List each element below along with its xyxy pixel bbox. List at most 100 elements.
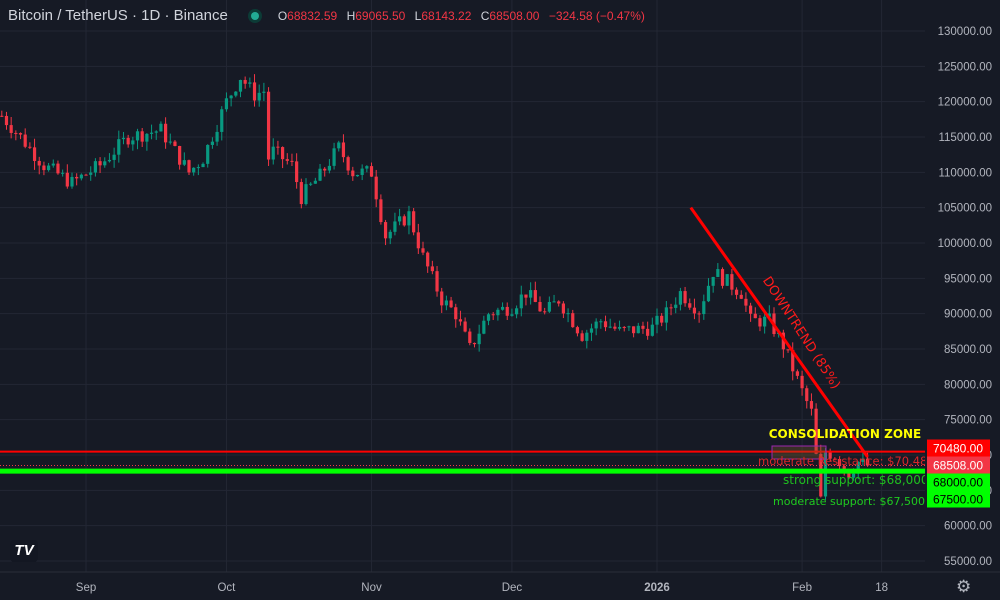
candle-body — [613, 326, 617, 329]
candle-body — [561, 303, 565, 314]
candle-body — [800, 375, 804, 389]
candle-body — [749, 305, 753, 314]
candle-body — [486, 314, 491, 321]
candle-body — [318, 168, 322, 181]
candle-body — [341, 142, 346, 158]
candle-body — [369, 166, 374, 177]
candle-body — [14, 132, 18, 134]
candle-body — [641, 325, 645, 329]
price-tick-label: 55000.00 — [944, 556, 992, 568]
candle-body — [543, 311, 547, 313]
candle-body — [416, 232, 420, 249]
candle-body — [98, 161, 102, 166]
open-value: 68832.59 — [287, 8, 338, 23]
consolidation-zone-box — [771, 445, 827, 460]
candle-body — [692, 307, 697, 314]
candle-body — [355, 174, 360, 177]
moderate-support-label: moderate support: $67,500 — [773, 495, 925, 508]
candle-body — [388, 231, 392, 239]
candle-body — [248, 82, 252, 84]
candle-body — [547, 301, 551, 312]
candle-body — [79, 174, 83, 179]
candle-body — [458, 319, 463, 322]
candle-body — [159, 123, 163, 132]
candle-body — [566, 313, 570, 315]
candle-body — [814, 408, 818, 454]
candle-body — [575, 327, 580, 334]
candle-body — [295, 161, 299, 183]
candle-body — [271, 146, 275, 160]
price-tick-label: 75000.00 — [944, 415, 992, 427]
candle-body — [131, 140, 135, 145]
close-value: 68508.00 — [489, 8, 540, 23]
candle-body — [173, 141, 177, 146]
gear-icon[interactable]: ⚙ — [956, 577, 972, 596]
candle-body — [449, 300, 453, 308]
candle-body — [767, 313, 771, 317]
candle-body — [529, 290, 533, 298]
candle-body — [636, 325, 640, 334]
candle-body — [753, 313, 757, 319]
candle-body — [711, 276, 715, 286]
candle-body — [313, 180, 317, 184]
price-axis — [925, 0, 1000, 600]
candle-body — [828, 451, 832, 459]
candle-body — [238, 79, 243, 92]
candle-body — [491, 314, 495, 316]
strong-support-label: strong support: $68,000 — [783, 473, 929, 487]
candle-body — [56, 163, 60, 174]
candle-body — [70, 176, 74, 187]
candle-body — [262, 91, 266, 93]
candle-body — [383, 222, 388, 239]
candle-body — [786, 349, 790, 351]
price-tick-label: 120000.00 — [938, 97, 992, 109]
tradingview-logo[interactable]: TV — [10, 540, 38, 562]
downtrend-line — [689, 206, 869, 458]
candle-body — [538, 301, 542, 312]
candle-body — [164, 123, 168, 143]
candle-body — [23, 134, 27, 147]
candle-body — [603, 321, 608, 328]
candle-body — [533, 290, 537, 302]
candle-body — [477, 333, 481, 345]
price-label-box — [927, 490, 990, 508]
candle-body — [299, 182, 303, 205]
candle-body — [440, 291, 444, 306]
candle-body — [374, 176, 378, 200]
candle-body — [725, 274, 729, 286]
resistance-label: moderate Resistance: $70,480 — [758, 454, 935, 468]
candle-body — [154, 131, 158, 133]
candle-body — [519, 294, 523, 309]
candle-body — [196, 167, 200, 169]
time-tick-label: 2026 — [644, 582, 670, 594]
price-label-text: 68508.00 — [933, 459, 983, 473]
candle-body — [192, 167, 196, 173]
price-tick-label: 85000.00 — [944, 344, 992, 356]
candle-body — [323, 168, 327, 171]
candle-body — [243, 79, 247, 84]
candle-body — [730, 274, 734, 290]
candle-body — [580, 333, 584, 341]
candle-body — [393, 221, 397, 232]
candle-body — [224, 98, 229, 110]
candle-body — [61, 172, 65, 174]
candle-body — [500, 306, 505, 310]
candle-body — [664, 307, 668, 323]
candle-body — [398, 216, 402, 222]
time-tick-label: Oct — [217, 582, 236, 594]
price-label-box — [927, 473, 990, 491]
candle-body — [32, 147, 37, 161]
price-tick-label: 130000.00 — [938, 26, 992, 38]
candle-body — [112, 154, 116, 160]
candle-body — [702, 301, 706, 315]
candle-body — [430, 266, 434, 272]
candle-body — [215, 131, 219, 142]
time-tick-label: Dec — [502, 582, 523, 594]
candle-body — [0, 115, 4, 117]
candle-body — [89, 172, 93, 175]
candle-body — [674, 304, 678, 308]
candle-body — [589, 328, 594, 333]
candle-body — [655, 315, 659, 325]
symbol-title[interactable]: Bitcoin / TetherUS · 1D · Binance — [8, 7, 228, 24]
